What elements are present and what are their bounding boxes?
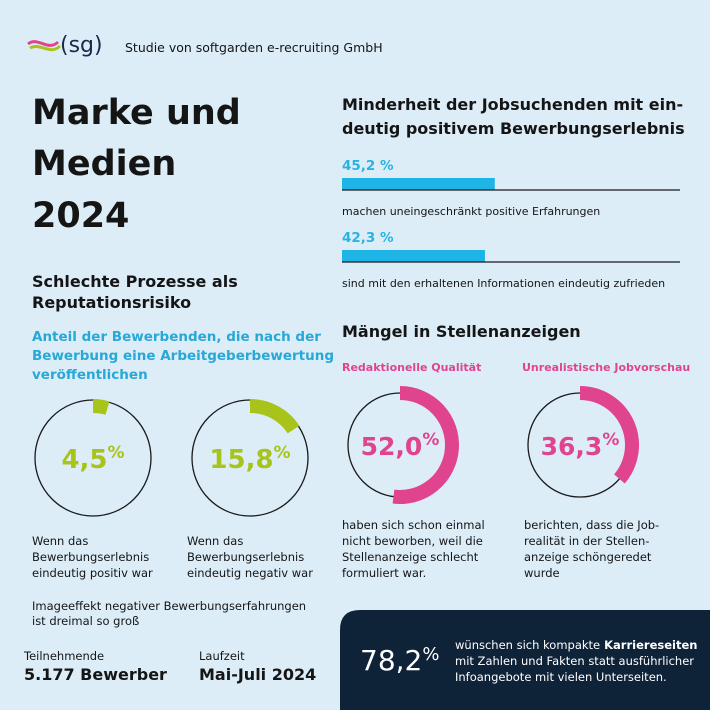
- note: Imageeffekt negativer Bewerbungserfahrun…: [32, 599, 306, 613]
- highlight-number: 78,2%: [360, 644, 439, 677]
- donut-arc: [579, 386, 639, 484]
- bar: [342, 178, 495, 190]
- donut-caption: wurde: [524, 566, 560, 580]
- bar: [342, 250, 485, 262]
- donut-unit: %: [602, 430, 619, 450]
- bar-label: 42,3 %: [342, 230, 394, 246]
- donut-unit: %: [422, 430, 439, 450]
- donut-value: 52,0: [361, 432, 423, 461]
- donut-value: 36,3: [541, 432, 603, 461]
- donut-caption: Bewerbungserlebnis: [187, 550, 304, 564]
- heading: Mängel in Stellenanzeigen: [342, 322, 581, 341]
- donut-unit: %: [108, 443, 125, 463]
- title: Marke und: [32, 93, 241, 133]
- subtitle: Studie von softgarden e-recruiting GmbH: [125, 40, 383, 55]
- stat-value: 5.177 Bewerber: [24, 665, 167, 684]
- donut-value: 4,5: [61, 445, 107, 475]
- donut-arc: [249, 399, 300, 434]
- heading: Schlechte Prozesse als: [32, 272, 238, 291]
- donut-caption: Wenn das: [187, 534, 243, 548]
- heading: Minderheit der Jobsuchenden mit ein-: [342, 95, 683, 114]
- donut-label: 4,5%: [61, 443, 124, 475]
- logo-swoosh: [29, 44, 62, 52]
- stat-label: Laufzeit: [199, 649, 245, 663]
- donut-caption: eindeutig negativ war: [187, 566, 313, 580]
- subheading: veröffentlichen: [32, 367, 148, 383]
- donut-caption: realität in der Stellen-: [524, 534, 649, 548]
- bar-caption: machen uneingeschränkt positive Erfahrun…: [342, 205, 600, 218]
- donut-title: Unrealistische Jobvorschau: [522, 361, 690, 374]
- highlight-text: Infoangebote mit vielen Unterseiten.: [455, 670, 667, 684]
- heading: Reputationsrisiko: [32, 293, 191, 312]
- title: 2024: [32, 196, 129, 236]
- donut-label: 15,8%: [209, 443, 290, 475]
- highlight-text-bold: Karriereseiten: [604, 638, 697, 652]
- highlight-text: mit Zahlen und Fakten statt ausführliche…: [455, 654, 694, 668]
- note: ist dreimal so groß: [32, 614, 139, 628]
- title: Medien: [32, 144, 176, 184]
- stat-value: Mai-Juli 2024: [199, 665, 316, 684]
- donut-caption: Stellenanzeige schlecht: [342, 550, 479, 564]
- donut-caption: Bewerbungserlebnis: [32, 550, 149, 564]
- donut-caption: formuliert war.: [342, 566, 426, 580]
- donut-label: 36,3%: [541, 430, 620, 461]
- donut-caption: Wenn das: [32, 534, 88, 548]
- donut-label: 52,0%: [361, 430, 440, 461]
- subheading: Anteil der Bewerbenden, die nach der: [32, 329, 321, 345]
- donut-unit: %: [274, 443, 291, 463]
- stat-label: Teilnehmende: [23, 649, 104, 663]
- logo-swoosh: [27, 40, 60, 47]
- highlight-unit: %: [422, 644, 439, 665]
- donut-arc: [92, 399, 110, 415]
- donut-arc: [392, 386, 459, 504]
- donut-caption: berichten, dass die Job-: [524, 518, 659, 532]
- heading: deutig positivem Bewerbungserlebnis: [342, 119, 685, 138]
- logo: (sg): [60, 33, 103, 58]
- bar-caption: sind mit den erhaltenen Informationen ei…: [342, 277, 665, 290]
- highlight-text: wünschen sich kompakte Karriereseiten: [455, 638, 697, 652]
- donut-title: Redaktionelle Qualität: [342, 361, 481, 374]
- donut-caption: nicht beworben, weil die: [342, 534, 483, 548]
- donut-caption: anzeige schöngeredet: [524, 550, 652, 564]
- donut-caption: eindeutig positiv war: [32, 566, 153, 580]
- donut-value: 15,8: [209, 445, 273, 475]
- donut-caption: haben sich schon einmal: [342, 518, 485, 532]
- bar-label: 45,2 %: [342, 158, 394, 174]
- highlight-text-start: wünschen sich kompakte: [455, 638, 600, 652]
- subheading: Bewerbung eine Arbeitgeberbewertung: [32, 348, 334, 364]
- highlight-box: [340, 610, 710, 710]
- highlight-value: 78,2: [360, 644, 422, 677]
